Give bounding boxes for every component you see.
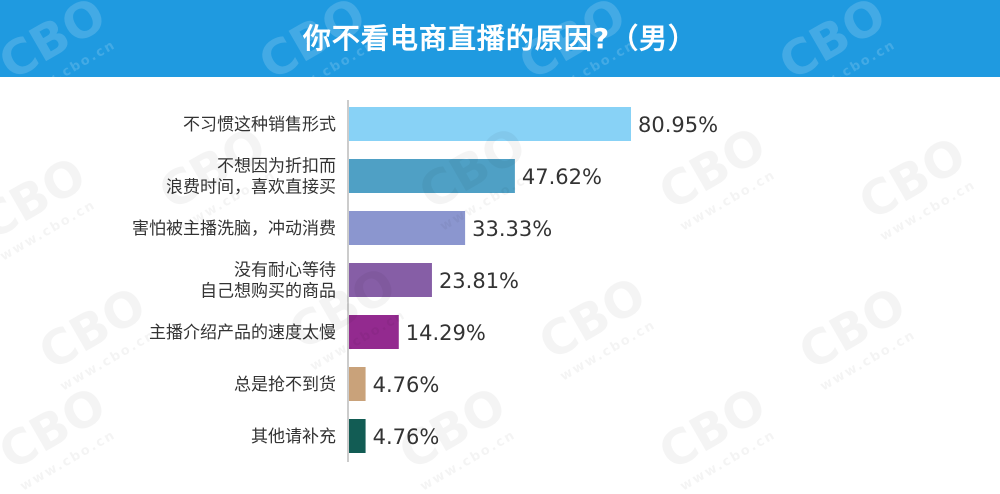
chart-header	[0, 0, 1000, 77]
data-label: 33.33%	[472, 217, 552, 241]
category-label: 不习惯这种销售形式	[183, 115, 336, 135]
data-label: 14.29%	[406, 321, 486, 345]
category-label: 没有耐心等待	[234, 261, 336, 281]
data-label: 4.76%	[373, 425, 440, 449]
bar	[349, 159, 515, 193]
bar	[349, 419, 366, 453]
data-label: 47.62%	[522, 165, 602, 189]
category-label: 自己想购买的商品	[200, 282, 336, 302]
data-label: 4.76%	[373, 373, 440, 397]
bar	[349, 107, 631, 141]
bar	[349, 367, 366, 401]
category-label: 不想因为折扣而	[217, 157, 336, 177]
category-label: 害怕被主播洗脑，冲动消费	[132, 219, 336, 239]
category-label: 主播介绍产品的速度太慢	[149, 322, 336, 343]
chart-title: 你不看电商直播的原因?（男）	[302, 22, 698, 55]
category-label: 总是抢不到货	[234, 375, 336, 395]
bar	[349, 263, 432, 297]
category-label: 浪费时间，喜欢直接买	[166, 178, 336, 198]
category-label: 其他请补充	[251, 427, 336, 447]
bar	[349, 211, 466, 245]
bar	[349, 315, 399, 349]
data-label: 80.95%	[638, 113, 718, 137]
data-label: 23.81%	[439, 269, 519, 293]
